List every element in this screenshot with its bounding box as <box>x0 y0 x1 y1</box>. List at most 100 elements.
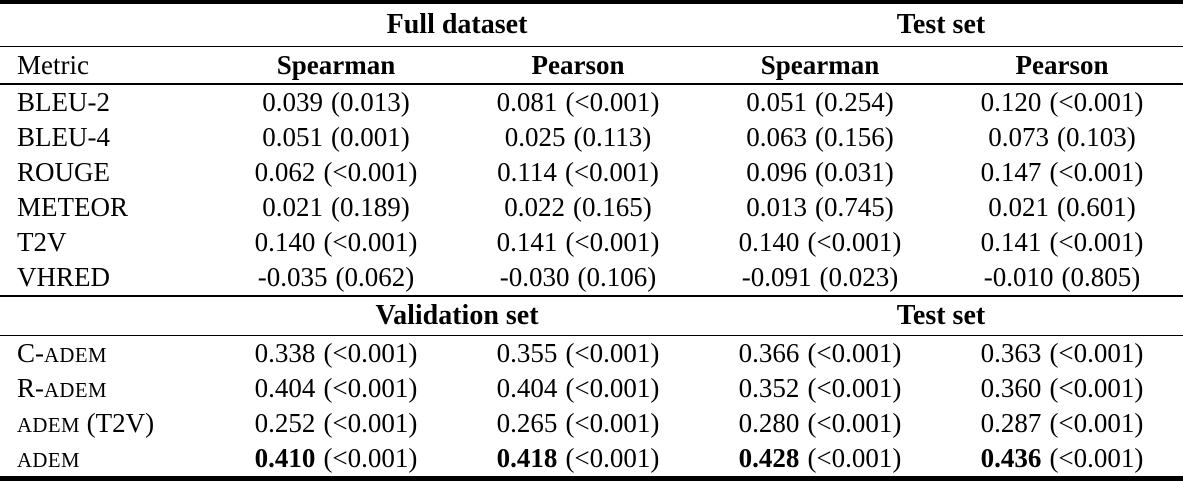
p-value: (<0.001) <box>564 157 659 187</box>
column-header-spearman-full: Spearman <box>276 49 396 80</box>
correlation-value: 0.287 <box>980 408 1042 438</box>
correlation-value: 0.039 <box>262 87 323 117</box>
table-row-r-adem: R-adem 0.404 (<0.001) 0.404 (<0.001) 0.352… <box>0 371 1183 406</box>
correlation-value: 0.147 <box>980 157 1042 187</box>
group-header-test-set: Test set <box>896 9 986 40</box>
cell-bleu-2-pearson-test: 0.120 (<0.001) <box>941 84 1183 120</box>
correlation-value: 0.141 <box>980 227 1042 257</box>
p-value: (<0.001) <box>323 338 418 368</box>
correlation-value: 0.363 <box>980 338 1042 368</box>
metric-label-text: VHRED <box>17 262 110 292</box>
cell-c-adem-spearman-test: 0.366 (<0.001) <box>699 336 941 372</box>
correlation-value: 0.062 <box>254 157 316 187</box>
correlation-value: 0.120 <box>980 87 1042 117</box>
correlation-value: 0.063 <box>746 122 807 152</box>
correlation-value: 0.021 <box>988 192 1049 222</box>
corner-blank-cell <box>0 296 215 336</box>
correlation-value: 0.140 <box>254 227 316 257</box>
correlation-value: 0.021 <box>262 192 323 222</box>
p-value: (<0.001) <box>807 227 902 257</box>
p-value: (0.103) <box>1057 122 1136 152</box>
metric-label-adem-t2v: adem (T2V) <box>0 406 215 441</box>
column-header-spearman-test: Spearman <box>760 49 880 80</box>
table-row-bleu-2: BLEU-2 0.039 (0.013) 0.081 (<0.001) 0.051(… <box>0 84 1183 120</box>
p-value: (<0.001) <box>565 373 660 403</box>
p-value: (<0.001) <box>1049 87 1144 117</box>
dataset-group-header-row-2: Validation set Test set <box>0 296 1183 336</box>
p-value: (0.165) <box>573 192 652 222</box>
correlation-value: -0.091 <box>741 262 812 292</box>
correlation-value: 0.404 <box>254 373 316 403</box>
correlation-value: 0.051 <box>746 87 807 117</box>
cell-bleu-4-spearman-test: 0.063 (0.156) <box>699 120 941 155</box>
p-value: (<0.001) <box>565 227 660 257</box>
cell-r-adem-pearson-test: 0.360 (<0.001) <box>941 371 1183 406</box>
correlation-value: 0.073 <box>988 122 1049 152</box>
p-value: (0.156) <box>815 122 894 152</box>
correlation-value-bold: 0.410 <box>254 443 316 473</box>
correlation-value: 0.022 <box>504 192 565 222</box>
cell-meteor-pearson-full: 0.022 (0.165) <box>457 190 699 225</box>
p-value: (0.023) <box>819 262 899 292</box>
corner-blank-cell <box>0 2 215 47</box>
p-value: (0.805) <box>1061 262 1141 292</box>
cell-c-adem-pearson-test: 0.363 (<0.001) <box>941 336 1183 372</box>
cell-t2v-pearson-test: 0.141 (<0.001) <box>941 225 1183 260</box>
p-value: (<0.001) <box>807 408 902 438</box>
p-value: (<0.001) <box>323 443 418 473</box>
metric-label-t2v: T2V <box>0 225 215 260</box>
cell-adem-t2v-spearman-validation: 0.252 (<0.001) <box>215 406 457 441</box>
p-value: (0.745) <box>815 192 894 222</box>
cell-r-adem-spearman-test: 0.352 (<0.001) <box>699 371 941 406</box>
metric-label-smallcaps: adem <box>17 414 80 437</box>
cell-meteor-spearman-test: 0.013 (0.745) <box>699 190 941 225</box>
p-value: (<0.001) <box>565 87 660 117</box>
table-row-vhred: VHRED -0.035 (0.062) -0.030 (0.106) -0.091… <box>0 260 1183 296</box>
column-header-pearson-full: Pearson <box>531 49 625 80</box>
cell-t2v-pearson-full: 0.141 (<0.001) <box>457 225 699 260</box>
cell-rouge-pearson-test: 0.147 (<0.001) <box>941 155 1183 190</box>
cell-vhred-pearson-full: -0.030 (0.106) <box>457 260 699 296</box>
metric-label-r-adem: R-adem <box>0 371 215 406</box>
correlation-value: 0.114 <box>497 157 557 187</box>
cell-adem-t2v-spearman-test: 0.280 (<0.001) <box>699 406 941 441</box>
metric-label-bleu-2: BLEU-2 <box>0 84 215 120</box>
correlation-value: -0.030 <box>499 262 570 292</box>
correlation-value: -0.010 <box>983 262 1054 292</box>
correlation-value-bold: 0.436 <box>980 443 1042 473</box>
cell-bleu-4-pearson-test: 0.073 (0.103) <box>941 120 1183 155</box>
group-header-full-dataset: Full dataset <box>386 9 528 40</box>
cell-bleu-4-pearson-full: 0.025 (0.113) <box>457 120 699 155</box>
cell-adem-spearman-test: 0.428 (<0.001) <box>699 441 941 479</box>
correlation-value: 0.013 <box>746 192 807 222</box>
metric-label-text: BLEU-2 <box>17 87 110 117</box>
correlation-value: 0.338 <box>254 338 316 368</box>
correlation-value: 0.280 <box>738 408 800 438</box>
table-row-rouge: ROUGE 0.062 (<0.001) 0.114 (<0.001) 0.096(… <box>0 155 1183 190</box>
dataset-group-header-row: Full dataset Test set <box>0 2 1183 47</box>
p-value: (0.113) <box>573 122 652 152</box>
correlation-value: 0.355 <box>496 338 558 368</box>
p-value: (<0.001) <box>1049 373 1144 403</box>
p-value: (<0.001) <box>1049 157 1144 187</box>
table-row-meteor: METEOR 0.021 (0.189) 0.022 (0.165) 0.013 (0… <box>0 190 1183 225</box>
p-value: (<0.001) <box>323 157 418 187</box>
metric-label-c-adem: C-adem <box>0 336 215 372</box>
correlation-value-bold: 0.418 <box>496 443 558 473</box>
p-value: (<0.001) <box>1049 227 1144 257</box>
table-row-c-adem: C-adem 0.338 (<0.001) 0.355 (<0.001) 0.366… <box>0 336 1183 372</box>
cell-vhred-spearman-full: -0.035 (0.062) <box>215 260 457 296</box>
p-value: (<0.001) <box>565 443 660 473</box>
p-value: (<0.001) <box>1049 408 1144 438</box>
metric-label-adem: adem <box>0 441 215 479</box>
cell-c-adem-pearson-validation: 0.355 (<0.001) <box>457 336 699 372</box>
p-value: (0.106) <box>577 262 657 292</box>
p-value: (0.254) <box>815 87 894 117</box>
p-value: (0.601) <box>1057 192 1136 222</box>
cell-rouge-spearman-full: 0.062 (<0.001) <box>215 155 457 190</box>
p-value: (<0.001) <box>807 443 902 473</box>
p-value: (<0.001) <box>1049 443 1144 473</box>
cell-adem-t2v-pearson-test: 0.287 (<0.001) <box>941 406 1183 441</box>
p-value: (0.013) <box>331 87 410 117</box>
